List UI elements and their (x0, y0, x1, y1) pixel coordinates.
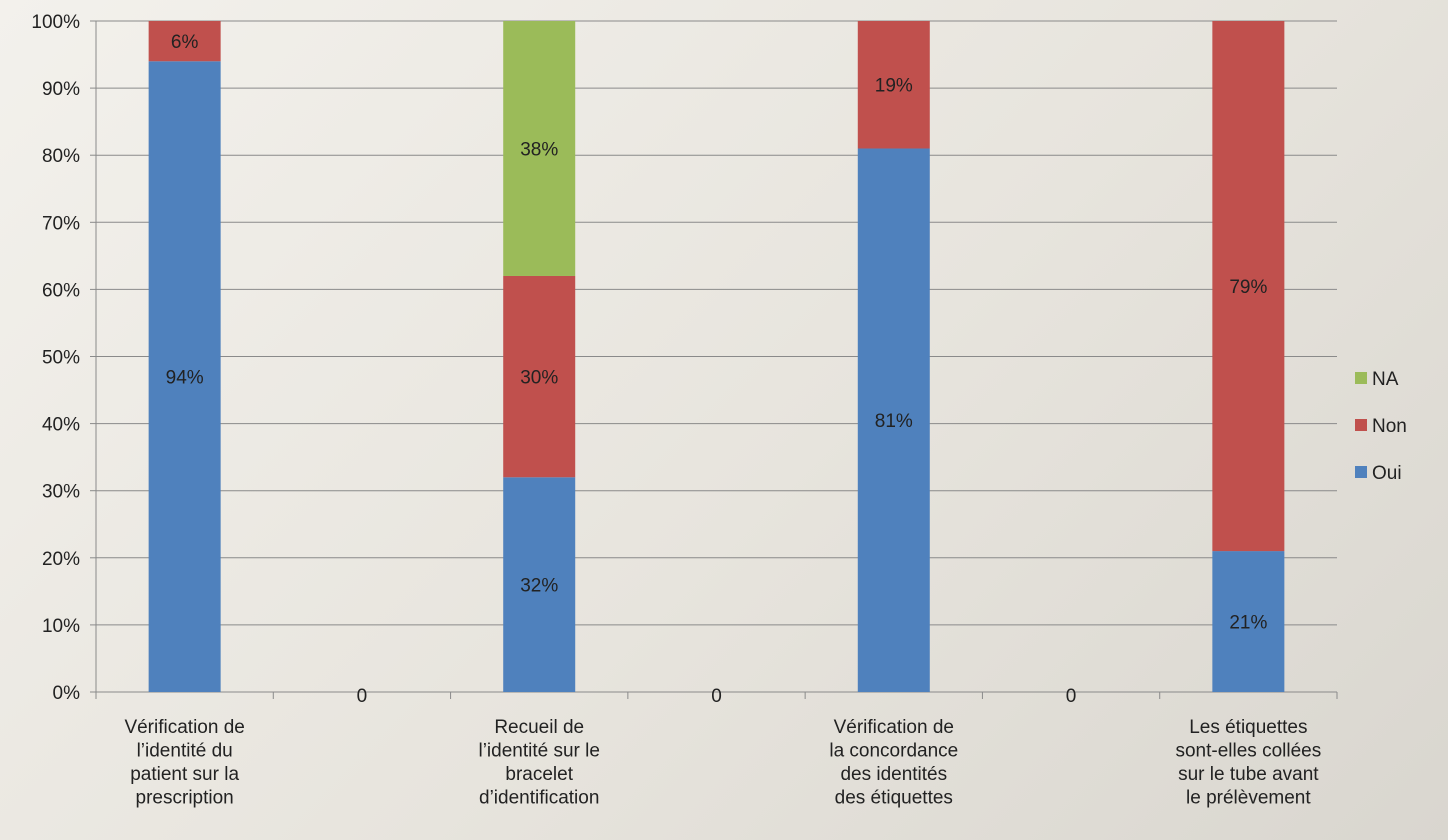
category-label: Vérification de (834, 717, 954, 738)
bar-oui (857, 148, 930, 693)
legend-swatch-oui (1355, 466, 1367, 478)
legend-label-non: Non (1372, 416, 1407, 437)
data-labels: 94% 6% 32% 30% 38% 81% 19% 21% 79% (166, 32, 1268, 633)
data-label: 21% (1229, 613, 1267, 634)
legend-label-oui: Oui (1372, 463, 1402, 484)
category-label: Recueil de (494, 717, 584, 738)
data-label: 32% (520, 576, 558, 597)
data-label: 94% (166, 368, 204, 389)
category-label: des identités (840, 764, 947, 785)
category-label: sont-elles collées (1175, 741, 1321, 762)
bar-non (503, 275, 576, 478)
data-label: 19% (875, 76, 913, 97)
category-label: l’identité sur le (478, 741, 599, 762)
category-label: Les étiquettes (1189, 717, 1307, 738)
bar-na (503, 21, 576, 276)
y-tick-label: 70% (42, 213, 80, 234)
data-label: 38% (520, 139, 558, 160)
category-label: la concordance (829, 741, 958, 762)
data-label: 30% (520, 368, 558, 389)
y-tick-label: 50% (42, 348, 80, 369)
bar-oui (148, 61, 221, 692)
category-label: sur le tube avant (1178, 764, 1319, 785)
legend: NA Non Oui (1355, 369, 1407, 484)
category-label: le prélèvement (1186, 788, 1311, 809)
category-label: 0 (711, 686, 722, 707)
bars (148, 21, 1285, 693)
axes: 0% 10% 20% 30% 40% 50% 60% 70% 80% 90% 100% (31, 12, 1338, 704)
y-tick-label: 100% (31, 12, 80, 33)
category-label: Vérification de (124, 717, 244, 738)
category-label: l’identité du (137, 741, 233, 762)
y-tick-label: 60% (42, 280, 80, 301)
bar-oui (1212, 551, 1285, 692)
bar-non (148, 21, 221, 62)
y-tick-label: 30% (42, 482, 80, 503)
data-label: 79% (1229, 277, 1267, 298)
y-tick-label: 80% (42, 146, 80, 167)
category-label: prescription (136, 788, 234, 809)
data-label: 81% (875, 411, 913, 432)
legend-label-na: NA (1372, 369, 1399, 390)
data-label: 6% (171, 32, 199, 53)
bar-oui (503, 477, 576, 692)
y-tick-label: 90% (42, 79, 80, 100)
category-label: bracelet (505, 764, 573, 785)
category-label: patient sur la (130, 764, 239, 785)
category-label: 0 (1066, 686, 1077, 707)
gridlines (96, 20, 1337, 626)
y-tick-label: 0% (53, 683, 81, 704)
y-tick-label: 10% (42, 616, 80, 637)
bar-non (1212, 21, 1285, 552)
category-label: des étiquettes (835, 788, 953, 809)
category-label: d’identification (479, 788, 599, 809)
bar-non (857, 21, 930, 149)
category-label: 0 (357, 686, 368, 707)
legend-swatch-na (1355, 372, 1367, 384)
y-tick-label: 40% (42, 415, 80, 436)
y-tick-label: 20% (42, 549, 80, 570)
legend-swatch-non (1355, 419, 1367, 431)
